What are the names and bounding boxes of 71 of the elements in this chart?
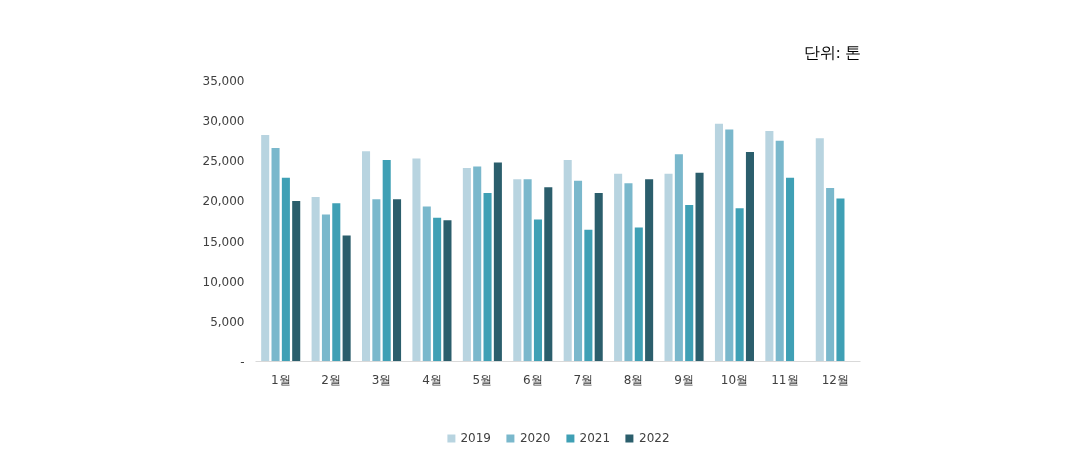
bar bbox=[311, 196, 320, 362]
x-tick-label: 6월 bbox=[522, 372, 543, 387]
bar bbox=[695, 172, 704, 362]
x-tick-label: 1월 bbox=[270, 372, 291, 387]
bar bbox=[393, 199, 402, 362]
bar bbox=[332, 203, 341, 362]
y-tick-label: 15,000 bbox=[202, 234, 245, 249]
bar bbox=[433, 217, 442, 362]
bar bbox=[281, 177, 290, 362]
y-tick-label: 20,000 bbox=[202, 194, 245, 209]
bar bbox=[725, 129, 734, 362]
bar bbox=[664, 173, 673, 362]
bar bbox=[624, 183, 633, 362]
legend-label: 2022 bbox=[639, 431, 670, 445]
bar bbox=[271, 147, 280, 362]
legend-label: 2019 bbox=[460, 431, 491, 445]
x-tick-label: 4월 bbox=[422, 372, 442, 387]
y-tick-label: 10,000 bbox=[202, 274, 245, 289]
bar bbox=[292, 200, 301, 362]
bar bbox=[412, 158, 421, 362]
x-tick-label: 3월 bbox=[371, 372, 392, 387]
bar bbox=[735, 208, 744, 362]
bar bbox=[614, 173, 623, 362]
bar bbox=[321, 214, 330, 362]
bar bbox=[544, 187, 553, 362]
bar bbox=[422, 206, 431, 362]
x-tick-label: 11월 bbox=[771, 372, 799, 387]
bar bbox=[714, 123, 723, 362]
bar bbox=[815, 138, 824, 362]
x-tick-label: 12월 bbox=[821, 372, 849, 387]
bar bbox=[483, 192, 492, 362]
bar bbox=[645, 179, 654, 362]
bar bbox=[382, 159, 391, 362]
bar bbox=[443, 220, 452, 362]
bar bbox=[362, 151, 371, 362]
bar bbox=[594, 192, 603, 362]
x-tick-label: 2월 bbox=[321, 372, 341, 387]
y-tick-label: 35,000 bbox=[202, 74, 245, 88]
y-tick-label: 5,000 bbox=[210, 314, 245, 329]
bar bbox=[462, 168, 471, 362]
bar bbox=[563, 159, 572, 362]
y-tick-label: 30,000 bbox=[202, 114, 245, 129]
bar bbox=[674, 154, 683, 362]
legend-label: 2020 bbox=[519, 431, 551, 445]
y-tick-label: - bbox=[240, 355, 245, 369]
bar bbox=[574, 180, 583, 362]
bar bbox=[523, 179, 532, 362]
x-tick-label: 8월 bbox=[623, 372, 644, 387]
bar bbox=[786, 177, 795, 362]
bar bbox=[765, 131, 774, 362]
bar bbox=[533, 219, 542, 362]
x-tick-label: 7월 bbox=[573, 372, 594, 387]
bar bbox=[685, 204, 694, 362]
bar bbox=[634, 227, 643, 362]
text: 단위: 톤 bbox=[804, 43, 861, 61]
bar bbox=[342, 235, 351, 362]
bar bbox=[513, 179, 522, 362]
bar bbox=[473, 166, 482, 362]
bar bbox=[261, 135, 270, 362]
bar bbox=[493, 162, 502, 362]
bar bbox=[584, 229, 593, 362]
x-tick-label: 5월 bbox=[472, 372, 493, 387]
bar bbox=[745, 151, 754, 362]
bar bbox=[372, 199, 381, 362]
bar bbox=[826, 188, 835, 362]
y-tick-label: 25,000 bbox=[202, 154, 245, 169]
x-tick-label: 10월 bbox=[720, 372, 749, 387]
x-tick-label: 9월 bbox=[674, 372, 694, 387]
legend-label: 2021 bbox=[579, 431, 611, 445]
bar bbox=[775, 140, 784, 362]
bar bbox=[836, 198, 845, 362]
